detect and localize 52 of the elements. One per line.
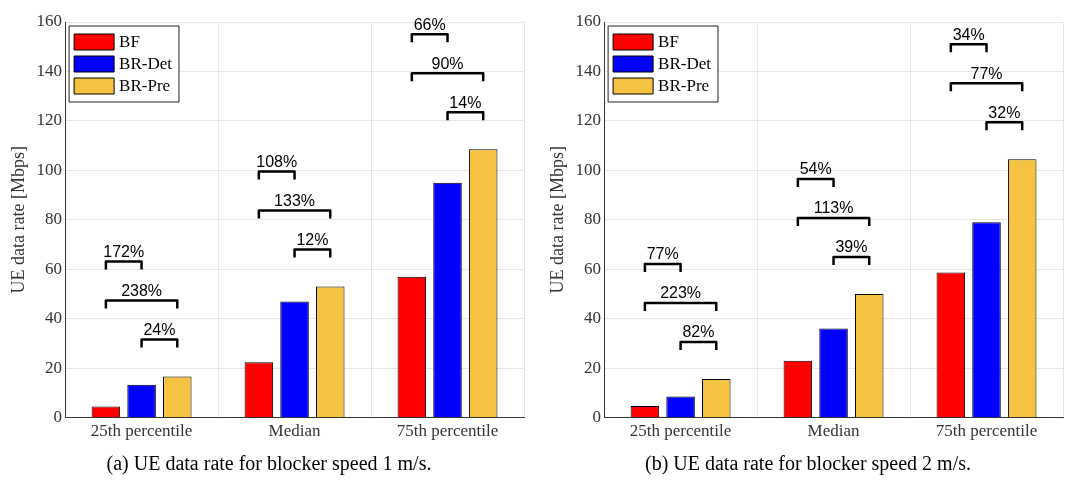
y-tick-label: 0 [592,407,602,427]
y-tick-label: 40 [45,308,63,328]
x-tick-label: 75th percentile [396,421,499,441]
legend-label: BF [119,32,140,52]
annotation: 77% [646,245,679,263]
text: (b) UE data rate for blocker speed 2 m/s. [644,452,972,475]
y-tick-label: 60 [45,258,63,278]
annotation: 54% [799,160,832,178]
y-axis-title: UE data rate [Mbps] [546,146,567,294]
annotation: 12% [296,230,329,248]
annotation: 32% [988,103,1021,121]
y-tick-label: 20 [45,357,63,377]
y-tick-label: 140 [36,60,63,80]
y-tick-label: 160 [575,11,602,31]
y-tick-label: 60 [584,258,602,278]
y-tick-label: 120 [36,110,63,130]
x-tick-label: 25th percentile [629,421,732,441]
x-tick-label: Median [268,421,322,441]
y-tick-label: 40 [584,308,602,328]
annotation: 108% [256,152,298,170]
annotation: 90% [431,54,464,72]
y-tick-label: 20 [584,357,602,377]
y-tick-label: 0 [53,407,63,427]
legend-label: BR-Pre [119,76,171,96]
annotation: 34% [952,25,985,43]
legend-label: BR-Det [119,54,173,74]
x-tick-label: 25th percentile [90,421,193,441]
annotation: 238% [121,281,163,299]
annotation: 66% [413,15,446,33]
annotation: 113% [813,199,854,217]
annotation: 172% [103,242,145,260]
text: (a) UE data rate for blocker speed 1 m/s. [105,452,433,475]
legend-label: BR-Pre [658,76,710,96]
annotation: 24% [143,320,176,338]
annotation: 223% [660,284,702,302]
y-tick-label: 160 [36,11,63,31]
x-tick-label: Median [807,421,861,441]
y-tick-label: 120 [575,110,602,130]
y-axis-title: UE data rate [Mbps] [7,146,28,294]
legend-label: BR-Det [658,54,712,74]
annotation: 39% [835,238,868,256]
y-tick-label: 100 [575,159,602,179]
legend-label: BF [658,32,679,52]
y-tick-label: 140 [575,60,602,80]
y-tick-label: 80 [45,209,63,229]
x-tick-label: 75th percentile [935,421,1038,441]
y-tick-label: 100 [36,159,63,179]
annotation: 133% [274,191,316,209]
y-tick-label: 80 [584,209,602,229]
annotation: 14% [449,93,482,111]
annotation: 82% [682,323,715,341]
annotation: 77% [970,64,1003,82]
